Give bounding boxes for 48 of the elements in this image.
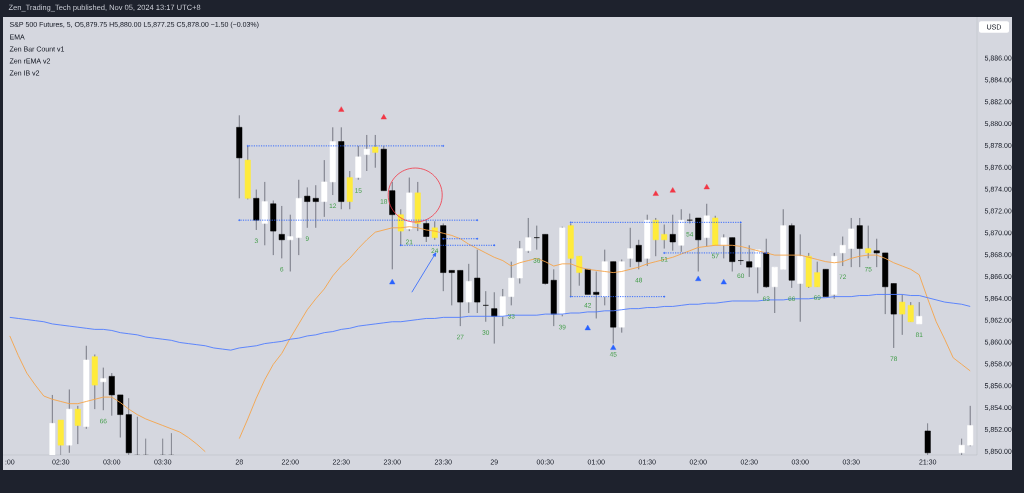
candlestick — [627, 227, 634, 268]
candlestick — [423, 219, 430, 243]
candlestick — [491, 291, 498, 344]
candlestick — [746, 244, 753, 278]
candlestick — [865, 225, 872, 259]
candlestick — [100, 367, 107, 411]
candlestick — [253, 189, 260, 231]
point — [703, 183, 710, 190]
candlestick — [916, 301, 923, 325]
candlestick — [372, 134, 379, 169]
candlestick — [355, 145, 362, 181]
candlestick — [873, 238, 880, 268]
point — [652, 190, 659, 196]
candlestick — [703, 203, 710, 247]
candlestick — [652, 217, 659, 257]
candlestick — [635, 239, 642, 270]
candlestick — [533, 225, 540, 251]
candlestick — [669, 214, 676, 252]
candlestick — [108, 372, 115, 417]
candlestick — [839, 236, 846, 267]
candlestick — [525, 217, 532, 254]
candlestick — [814, 261, 821, 288]
point — [584, 324, 591, 331]
candlestick — [593, 271, 600, 319]
candlestick — [856, 217, 863, 268]
candlestick — [576, 255, 583, 287]
candlestick — [465, 263, 472, 314]
candlestick — [754, 249, 761, 294]
candlestick — [661, 224, 668, 249]
point — [695, 275, 702, 281]
candlestick — [967, 405, 974, 447]
candlestick — [720, 233, 727, 259]
candlestick — [695, 217, 702, 272]
candlestick — [278, 205, 285, 259]
point — [669, 187, 676, 193]
candlestick — [848, 217, 855, 268]
candlestick — [499, 288, 506, 327]
point — [720, 279, 727, 285]
point — [380, 114, 387, 120]
candlestick — [771, 266, 778, 314]
point — [610, 344, 617, 350]
candlestick — [482, 290, 489, 323]
candlestick — [74, 405, 81, 445]
point — [389, 279, 396, 285]
point — [338, 106, 345, 112]
candlestick — [261, 181, 268, 246]
candlestick — [924, 422, 931, 455]
candlestick — [363, 134, 370, 172]
